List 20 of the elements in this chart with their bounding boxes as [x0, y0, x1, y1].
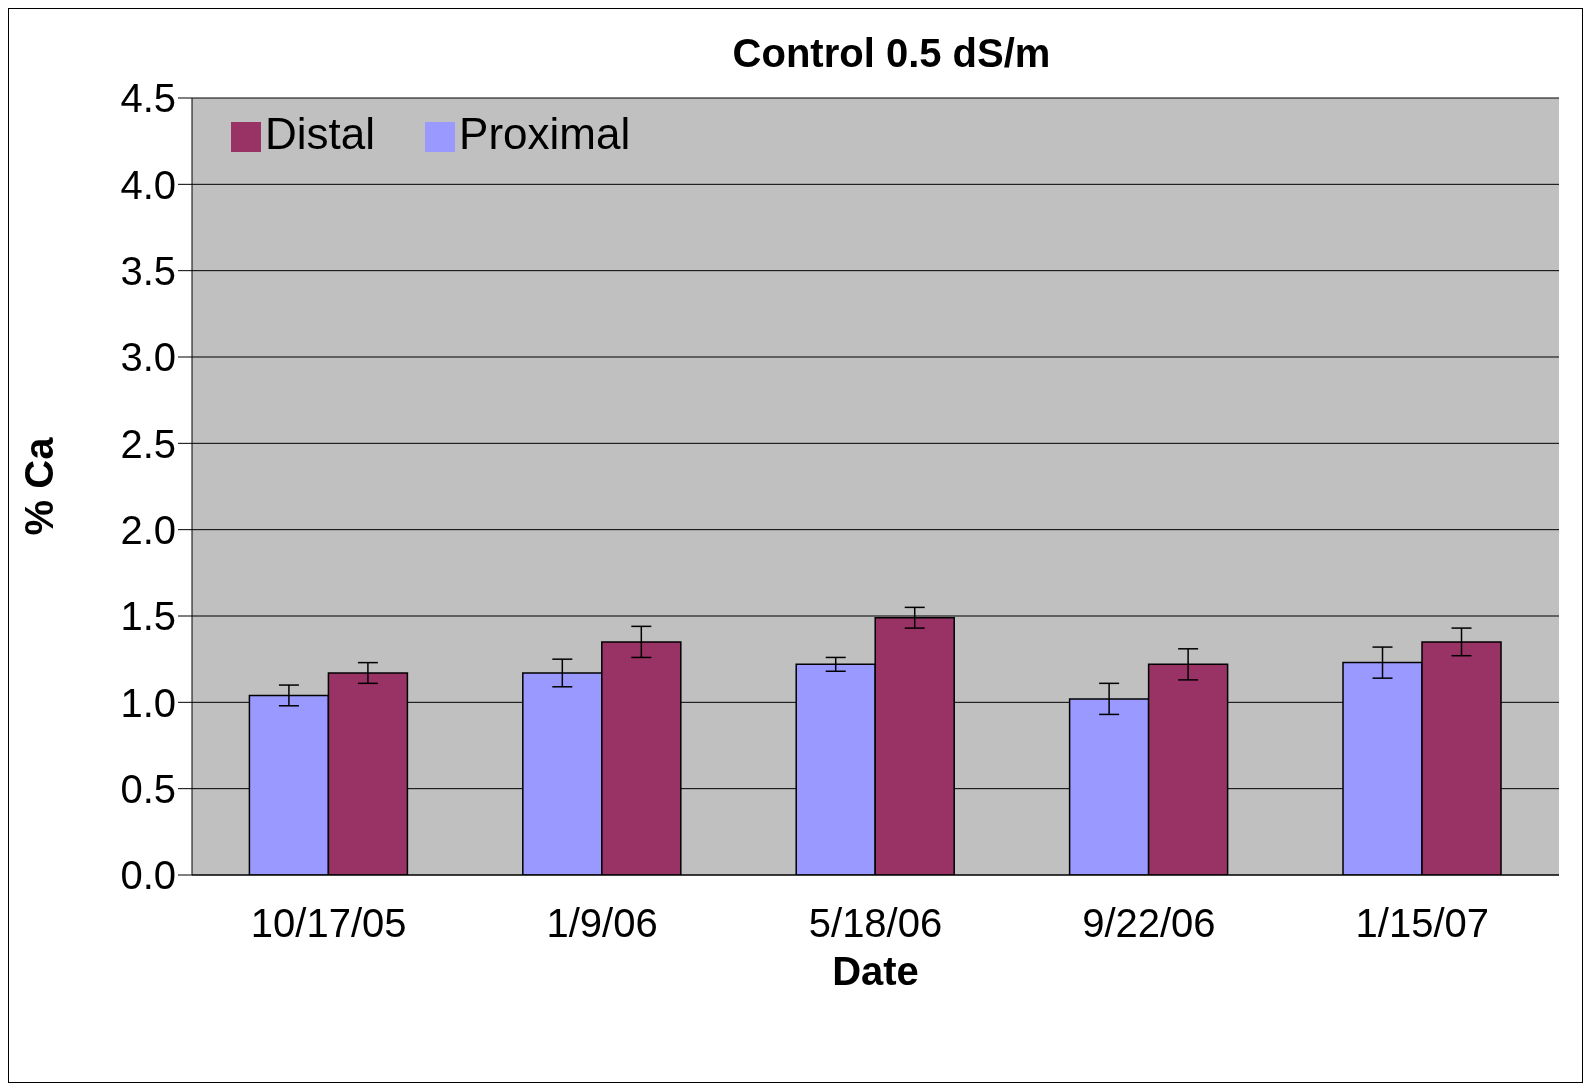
legend-label: Proximal — [459, 109, 631, 158]
x-axis-title: Date — [832, 949, 919, 993]
x-tick-label: 5/18/06 — [808, 901, 943, 946]
y-tick-label: 3.5 — [120, 248, 176, 293]
x-tick-label: 9/22/06 — [1082, 901, 1216, 946]
x-tick-label: 1/15/07 — [1355, 901, 1490, 946]
y-tick-label: 4.0 — [120, 162, 176, 207]
x-tick-label: 10/17/05 — [250, 901, 407, 946]
y-axis-title: % Ca — [17, 436, 62, 536]
x-tick-label: 1/9/06 — [546, 901, 658, 946]
y-tick-label: 2.0 — [120, 507, 176, 552]
y-tick-label: 4.5 — [120, 76, 176, 121]
legend-label: Distal — [265, 109, 376, 158]
y-tick-label: 1.0 — [120, 680, 176, 725]
y-tick-label: 1.5 — [120, 594, 176, 639]
y-tick-label: 0.5 — [120, 766, 176, 811]
y-tick-label: 0.0 — [120, 853, 176, 898]
y-tick-label: 2.5 — [120, 421, 176, 466]
y-tick-label: 3.0 — [120, 335, 176, 380]
chart-title: Control 0.5 dS/m — [731, 31, 1052, 76]
